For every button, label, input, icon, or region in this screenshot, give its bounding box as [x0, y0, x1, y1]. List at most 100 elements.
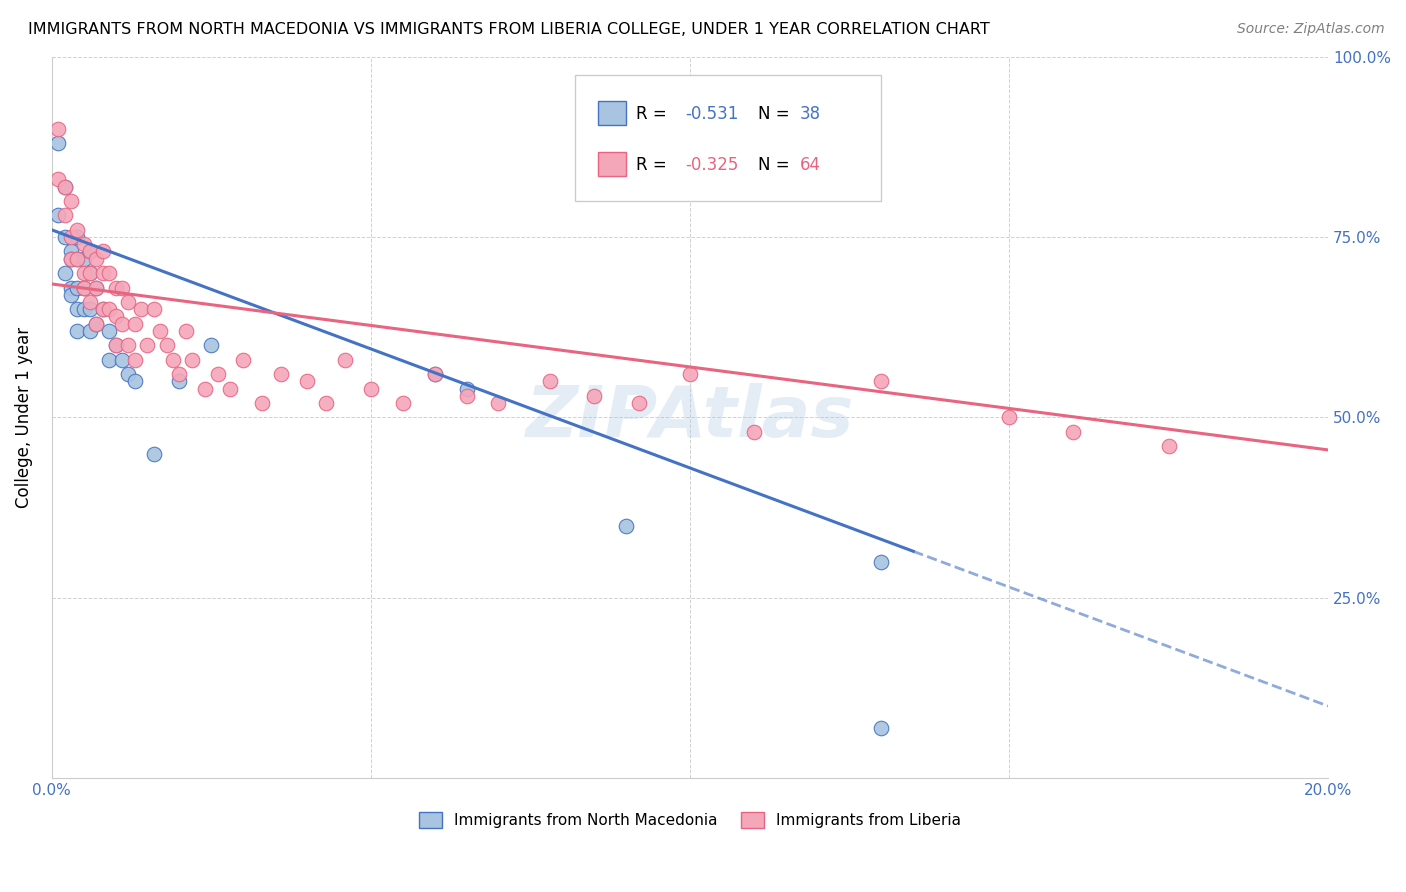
Point: [79, 302, 101, 317]
Point: [1157, 439, 1180, 453]
Text: N =: N =: [758, 105, 794, 123]
Point: [136, 338, 159, 352]
Point: [129, 302, 152, 317]
Point: [66, 230, 89, 244]
Point: [66, 302, 89, 317]
Point: [59, 194, 82, 208]
Point: [73, 252, 96, 266]
Point: [111, 352, 134, 367]
Point: [142, 302, 165, 317]
Point: [174, 324, 197, 338]
Point: [79, 244, 101, 259]
Point: [614, 518, 637, 533]
Point: [66, 280, 89, 294]
Point: [124, 352, 146, 367]
Point: [79, 266, 101, 280]
Legend: Immigrants from North Macedonia, Immigrants from Liberia: Immigrants from North Macedonia, Immigra…: [412, 805, 969, 836]
Point: [998, 410, 1021, 425]
FancyBboxPatch shape: [575, 75, 882, 201]
Point: [79, 244, 101, 259]
Point: [232, 352, 254, 367]
Point: [46, 172, 69, 186]
Point: [79, 295, 101, 310]
Text: -0.325: -0.325: [685, 156, 738, 174]
Point: [1062, 425, 1084, 439]
Y-axis label: College, Under 1 year: College, Under 1 year: [15, 326, 32, 508]
Text: R =: R =: [637, 105, 672, 123]
Point: [870, 721, 893, 735]
Point: [59, 287, 82, 301]
Point: [66, 252, 89, 266]
Point: [91, 302, 114, 317]
Point: [59, 280, 82, 294]
Point: [46, 209, 69, 223]
Point: [91, 266, 114, 280]
Point: [104, 338, 127, 352]
Point: [488, 396, 510, 410]
Point: [98, 352, 121, 367]
Point: [91, 302, 114, 317]
Point: [66, 324, 89, 338]
Point: [91, 244, 114, 259]
Point: [207, 367, 229, 381]
Point: [53, 179, 76, 194]
Point: [53, 209, 76, 223]
Point: [456, 389, 478, 403]
Point: [117, 338, 139, 352]
FancyBboxPatch shape: [598, 152, 626, 176]
Point: [98, 324, 121, 338]
Point: [124, 375, 146, 389]
Point: [59, 252, 82, 266]
Point: [538, 375, 561, 389]
Point: [86, 252, 108, 266]
Point: [117, 367, 139, 381]
Point: [391, 396, 413, 410]
Point: [59, 244, 82, 259]
Point: [86, 280, 108, 294]
Point: [104, 280, 127, 294]
Point: [627, 396, 650, 410]
Point: [219, 382, 242, 396]
Point: [583, 389, 606, 403]
Point: [200, 338, 222, 352]
Point: [742, 425, 765, 439]
Text: Source: ZipAtlas.com: Source: ZipAtlas.com: [1237, 22, 1385, 37]
Point: [423, 367, 446, 381]
Point: [98, 266, 121, 280]
Point: [86, 317, 108, 331]
Text: N =: N =: [758, 156, 794, 174]
Point: [53, 266, 76, 280]
Text: ZIPAtlas: ZIPAtlas: [526, 383, 855, 452]
Point: [870, 555, 893, 569]
Text: 64: 64: [800, 156, 821, 174]
Point: [124, 317, 146, 331]
Point: [295, 375, 318, 389]
Point: [169, 375, 191, 389]
Point: [86, 317, 108, 331]
Point: [456, 382, 478, 396]
Point: [117, 295, 139, 310]
Point: [181, 352, 204, 367]
Point: [360, 382, 382, 396]
Point: [194, 382, 217, 396]
Point: [156, 338, 179, 352]
Point: [270, 367, 292, 381]
Point: [73, 280, 96, 294]
Point: [142, 446, 165, 460]
Point: [315, 396, 337, 410]
Point: [162, 352, 184, 367]
Point: [79, 324, 101, 338]
Point: [73, 280, 96, 294]
Text: R =: R =: [637, 156, 672, 174]
Point: [53, 230, 76, 244]
Point: [73, 302, 96, 317]
Point: [111, 317, 134, 331]
Point: [423, 367, 446, 381]
Text: 38: 38: [800, 105, 821, 123]
Point: [104, 338, 127, 352]
Point: [59, 230, 82, 244]
Point: [679, 367, 702, 381]
Point: [149, 324, 172, 338]
Point: [66, 252, 89, 266]
Point: [111, 280, 134, 294]
